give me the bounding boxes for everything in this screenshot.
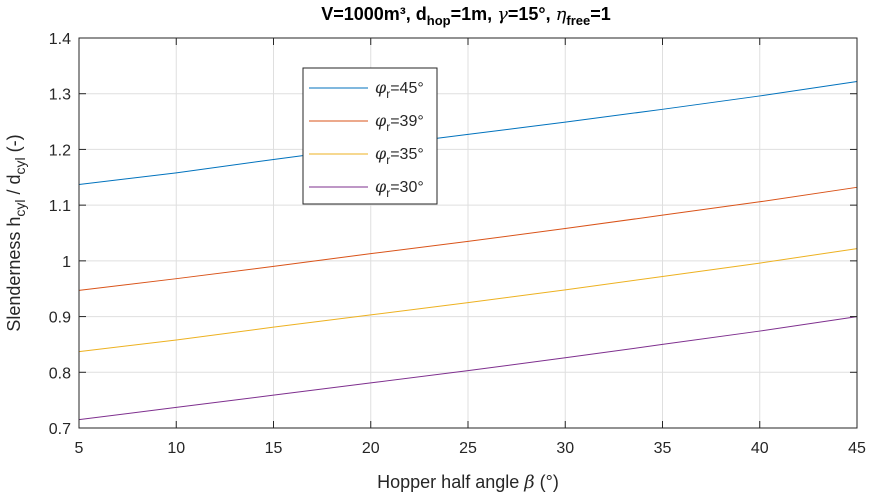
legend-value: =45°	[390, 80, 424, 97]
legend-symbol: φ	[375, 111, 387, 130]
title-part-4: =1	[590, 4, 611, 24]
x-axis-label-text: Hopper half angle	[377, 472, 524, 492]
series-line-2	[78, 186, 858, 291]
x-tick-label: 15	[265, 440, 283, 457]
y-axis-label: Slenderness hcyl / dcyl (-)	[4, 134, 28, 331]
y-tick-label: 0.7	[49, 421, 71, 438]
legend-value: =35°	[390, 146, 424, 163]
x-tick-label: 10	[167, 440, 185, 457]
y-tick-label: 1.4	[49, 31, 71, 48]
x-tick-label: 45	[848, 440, 866, 457]
x-tick-label: 5	[75, 440, 84, 457]
legend-symbol: φ	[375, 78, 387, 97]
series-line-1	[78, 80, 858, 186]
legend-symbol: φ	[375, 144, 387, 163]
y-tick-label: 1.2	[49, 142, 71, 159]
y-axis-label-sub1: cyl	[12, 199, 28, 216]
y-tick-label: 1	[62, 254, 71, 271]
legend-label-1: φr=45°	[375, 78, 424, 101]
series-line-4	[78, 316, 858, 421]
title-eta: η	[556, 4, 567, 25]
title-gamma: γ	[497, 4, 508, 25]
legend-box	[302, 67, 438, 205]
x-tick-label: 25	[459, 440, 477, 457]
x-tick-label: 20	[362, 440, 380, 457]
x-axis-label-unit: (°)	[535, 472, 559, 492]
y-tick-label: 1.3	[49, 87, 71, 104]
y-axis-label-sub2: cyl	[12, 157, 28, 174]
y-axis-label-mid: / d	[4, 174, 24, 199]
legend-value: =39°	[390, 113, 424, 130]
ticks: 5 10 15 20 25 30 35 40 45 0.7 0.8 0.9 1 1.1 1.2 1.3 1.4	[49, 31, 866, 457]
x-tick-label: 40	[751, 440, 769, 457]
x-axis-label-beta: β	[523, 472, 534, 493]
y-tick-label: 0.8	[49, 365, 71, 382]
title-part-1: V=1000m³, d	[321, 4, 427, 24]
legend-sub: r	[386, 87, 390, 101]
x-axis-label: Hopper half angle β (°)	[377, 472, 559, 493]
legend-sub: r	[386, 120, 390, 134]
title-sub-free: free	[566, 13, 590, 28]
title-part-3: =15°,	[508, 4, 556, 24]
legend-symbol: φ	[375, 177, 387, 196]
legend-label-2: φr=39°	[375, 111, 424, 134]
legend-sub: r	[386, 153, 390, 167]
title-part-2: =1m,	[451, 4, 498, 24]
x-tick-label: 30	[556, 440, 574, 457]
legend-label-4: φr=30°	[375, 177, 424, 200]
series-group	[78, 80, 858, 421]
chart-title: V=1000m³, dhop=1m, γ=15°, ηfree=1	[321, 4, 611, 28]
y-axis-label-main: Slenderness h	[4, 217, 24, 332]
legend-sub: r	[386, 186, 390, 200]
y-tick-label: 1.1	[49, 198, 71, 215]
y-axis-label-unit: (-)	[4, 134, 24, 157]
legend: φr=45°φr=39°φr=35°φr=30°	[302, 67, 438, 205]
legend-label-3: φr=35°	[375, 144, 424, 167]
series-line-3	[78, 248, 858, 353]
title-sub-hop: hop	[427, 13, 451, 28]
legend-value: =30°	[390, 179, 424, 196]
x-tick-label: 35	[654, 440, 672, 457]
y-tick-label: 0.9	[49, 310, 71, 327]
